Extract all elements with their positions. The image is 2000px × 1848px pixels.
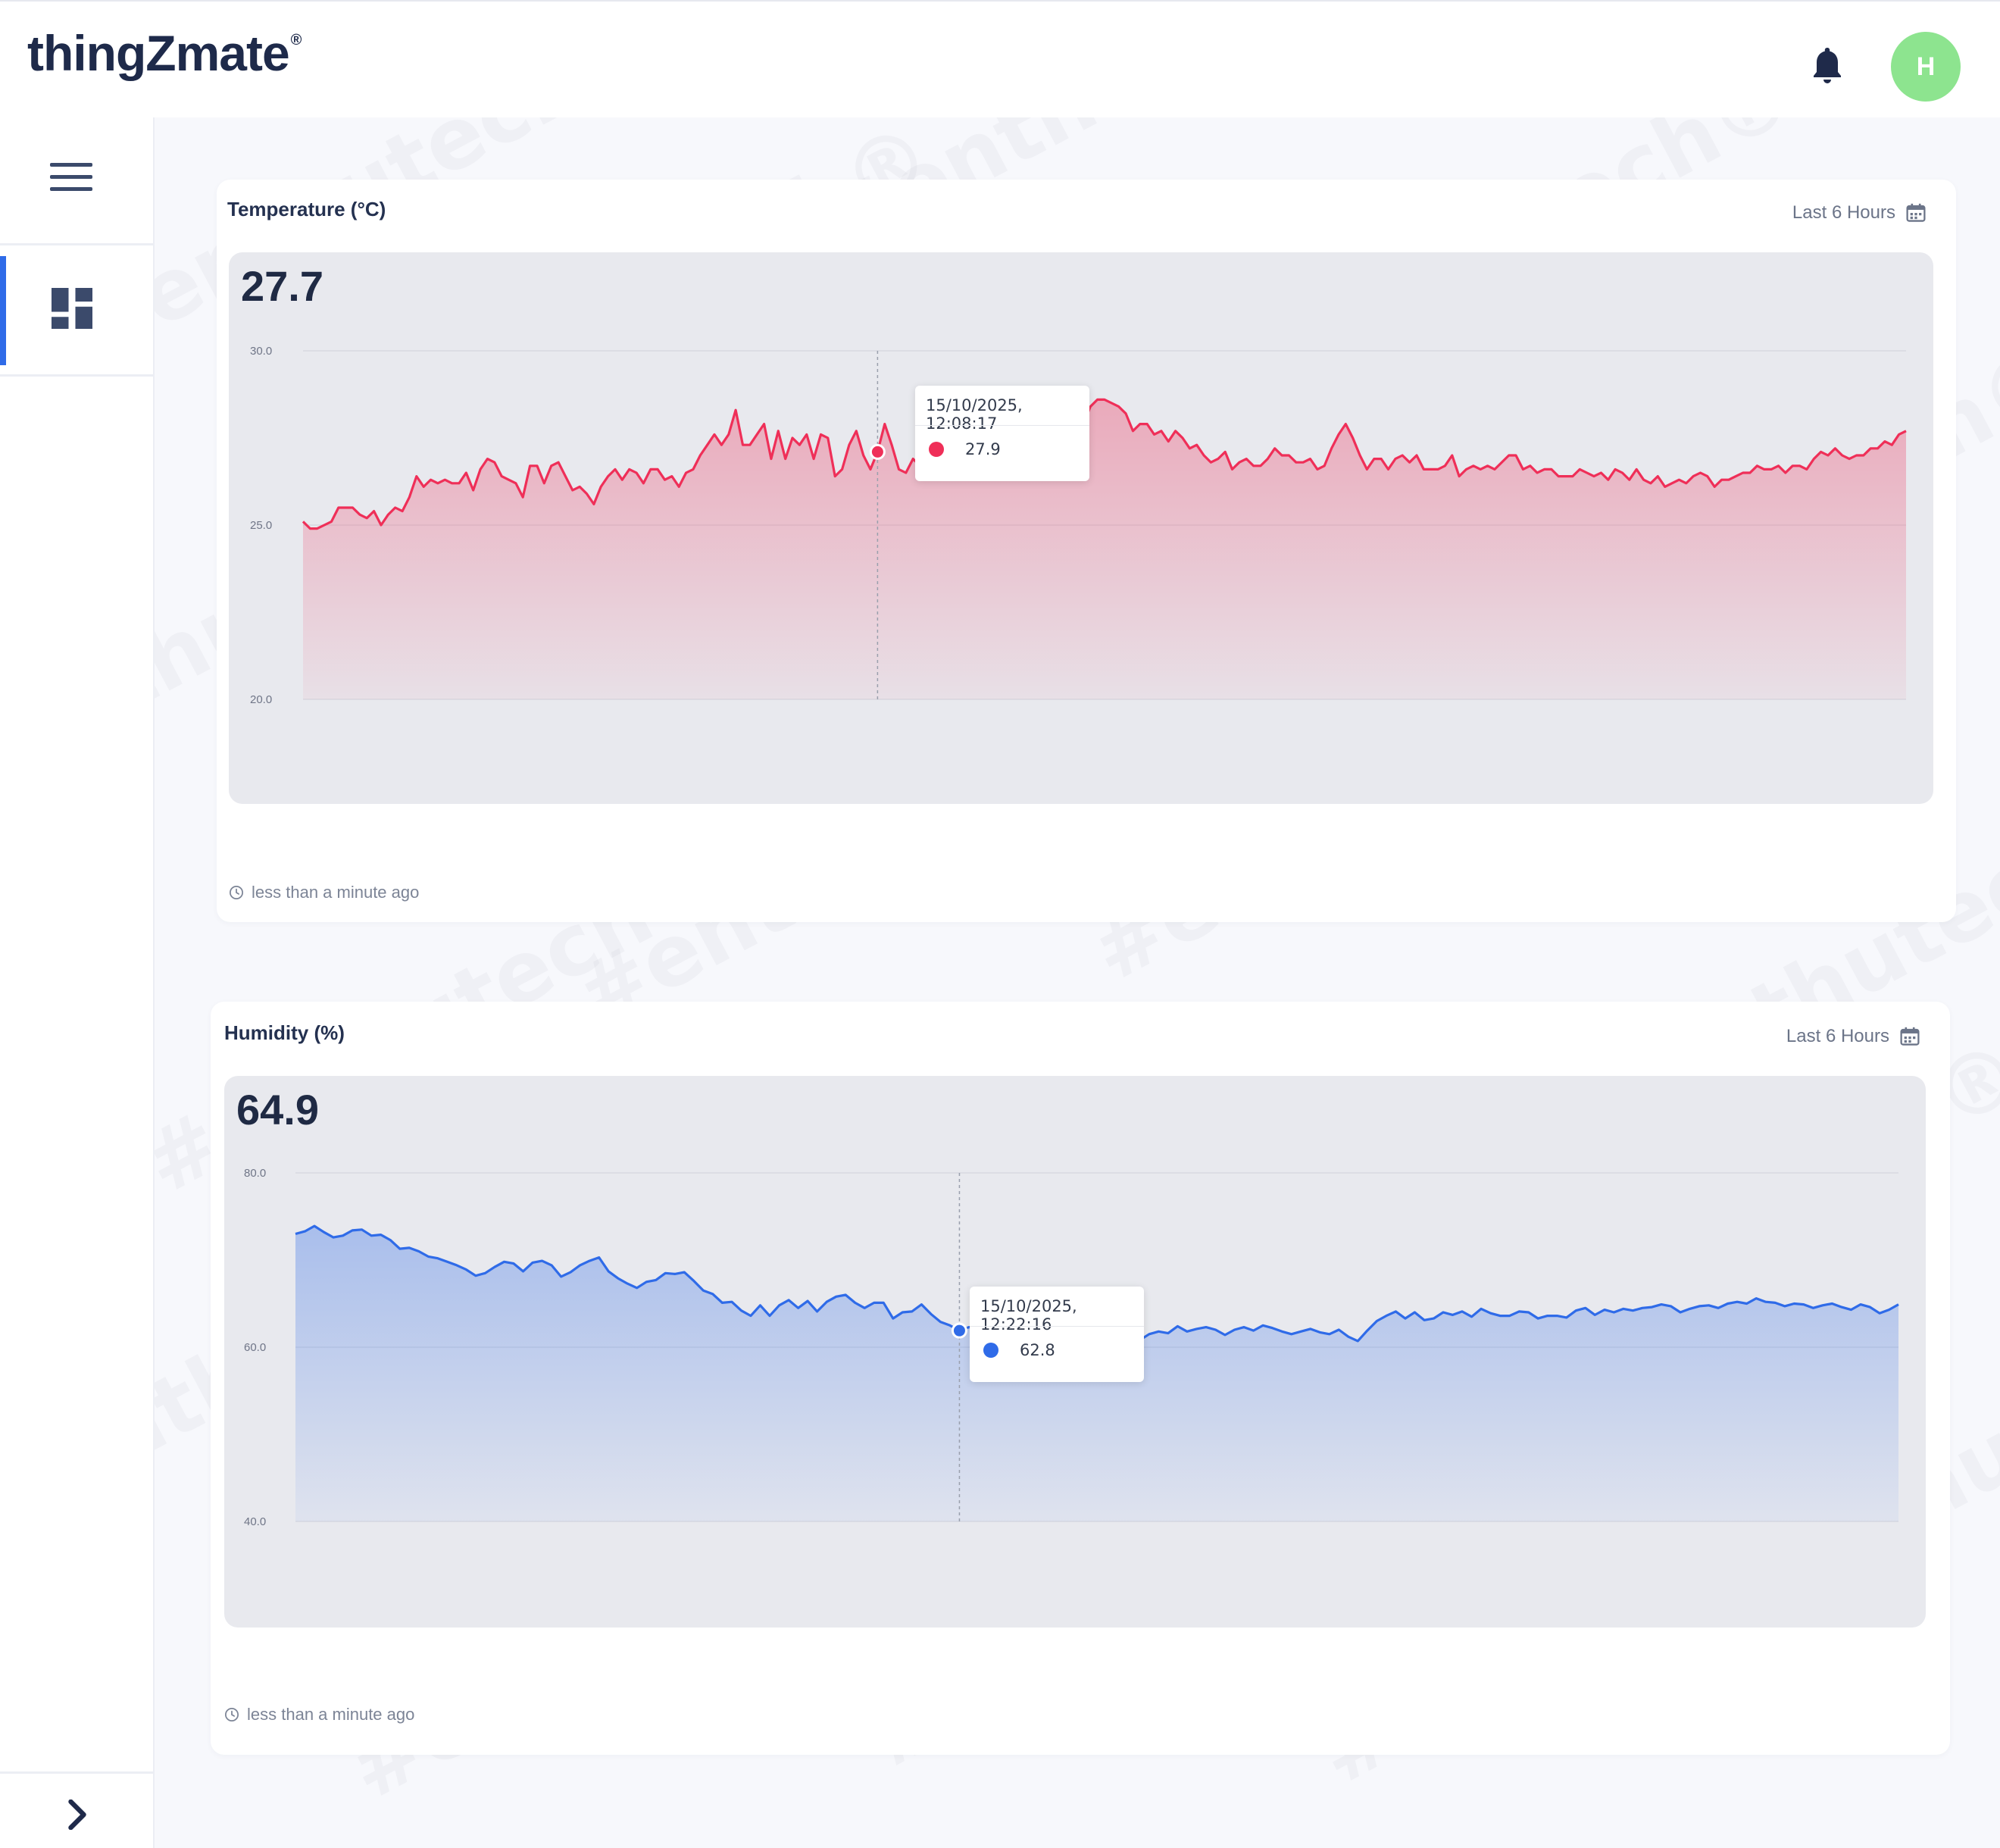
time-range-label: Last 6 Hours <box>1786 1026 1889 1046</box>
last-updated-text: less than a minute ago <box>247 1705 415 1724</box>
y-tick-label: 40.0 <box>244 1515 266 1528</box>
tooltip-divider <box>970 1326 1144 1327</box>
y-tick-label: 60.0 <box>244 1341 266 1354</box>
calendar-icon <box>1906 203 1926 222</box>
series-line <box>302 398 1907 530</box>
tooltip-divider <box>915 425 1089 426</box>
top-header: thingZmate ® H <box>0 0 2000 117</box>
chart-tooltip: 15/10/2025, 12:22:16 62.8 <box>970 1287 1144 1382</box>
clock-icon <box>230 886 243 899</box>
temperature-widget: Temperature (°C) Last 6 Hours 27.7 30.0 2… <box>217 180 1956 922</box>
last-updated: less than a minute ago <box>229 883 419 902</box>
sidebar-divider <box>0 243 155 245</box>
y-tick-label: 25.0 <box>250 519 272 532</box>
app-logo[interactable]: thingZmate ® <box>27 25 302 81</box>
widget-title: Humidity (%) <box>224 1021 345 1044</box>
tooltip-time: 15/10/2025, 12:22:16 <box>980 1297 1077 1334</box>
tooltip-series-dot <box>929 442 944 457</box>
time-range-label: Last 6 Hours <box>1792 202 1895 223</box>
active-indicator <box>0 256 6 365</box>
clock-icon <box>225 1708 239 1721</box>
temperature-chart[interactable]: 30.0 25.0 20.0 <box>229 252 1933 804</box>
current-value: 64.9 <box>236 1086 319 1134</box>
hamburger-menu-icon[interactable] <box>50 163 92 193</box>
calendar-icon <box>1900 1027 1920 1046</box>
chevron-right-icon[interactable] <box>64 1800 91 1830</box>
y-tick-label: 80.0 <box>244 1167 266 1180</box>
dashboard-icon <box>52 288 92 329</box>
sidebar-divider <box>0 374 155 377</box>
series-area <box>303 399 1906 699</box>
last-updated-text: less than a minute ago <box>252 883 420 902</box>
time-range-selector[interactable]: Last 6 Hours <box>1792 202 1926 224</box>
y-tick-label: 20.0 <box>250 693 272 706</box>
tooltip-value: 62.8 <box>1020 1341 1055 1359</box>
tooltip-time: 15/10/2025, 12:08:17 <box>926 396 1023 433</box>
hover-point <box>869 443 886 460</box>
tooltip-series-dot <box>983 1343 998 1358</box>
sidebar <box>0 117 155 1848</box>
hover-point <box>951 1322 967 1339</box>
bell-icon[interactable] <box>1809 44 1845 88</box>
chart-panel: 27.7 30.0 25.0 20.0 15/10/2025, 12:08:17 2… <box>229 252 1933 804</box>
last-updated: less than a minute ago <box>224 1705 414 1724</box>
y-tick-label: 30.0 <box>250 345 272 358</box>
chart-panel: 64.9 80.0 60.0 40.0 15/10/2025, 12:22:16 6… <box>224 1076 1926 1628</box>
time-range-selector[interactable]: Last 6 Hours <box>1786 1026 1920 1047</box>
current-value: 27.7 <box>241 262 323 310</box>
tooltip-value: 27.9 <box>965 440 1001 458</box>
sidebar-divider <box>0 1771 155 1774</box>
widget-title: Temperature (°C) <box>227 198 386 220</box>
chart-tooltip: 15/10/2025, 12:08:17 27.9 <box>915 386 1089 481</box>
humidity-widget: Humidity (%) Last 6 Hours 64.9 80.0 60.0 4… <box>211 1002 1950 1755</box>
sidebar-item-dashboard[interactable] <box>0 256 155 365</box>
user-avatar[interactable]: H <box>1891 32 1961 102</box>
